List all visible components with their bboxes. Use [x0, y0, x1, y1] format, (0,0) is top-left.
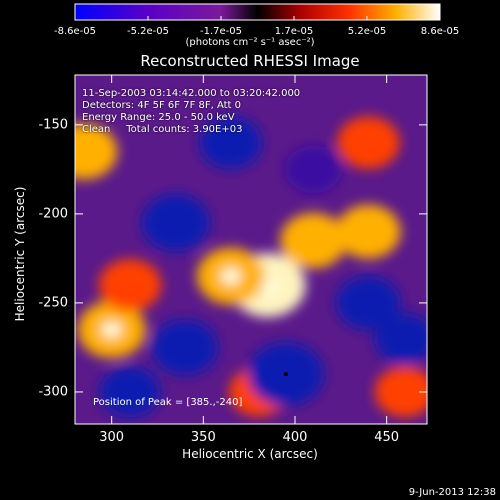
footer-date: 9-Jun-2013 12:38 [408, 487, 496, 498]
x-axis-label: Heliocentric X (arcsec) [182, 447, 318, 461]
info-time-range: 11-Sep-2003 03:14:42.000 to 03:20:42.000 [82, 88, 301, 99]
emission-source [336, 204, 401, 259]
x-tick-label: 450 [374, 430, 400, 445]
negative-region [336, 275, 401, 330]
emission-source [337, 116, 400, 169]
emission-source [374, 366, 427, 418]
emission-source [98, 258, 162, 312]
negative-region [99, 366, 161, 418]
chart-title: Reconstructed RHESSI Image [140, 52, 360, 70]
axis-ticks [75, 75, 427, 424]
emission-source [280, 212, 347, 269]
colorbar-tick-label: -5.2e-05 [127, 26, 169, 37]
negative-region [141, 194, 210, 252]
y-tick-label: -250 [38, 295, 68, 311]
plot-frame [74, 74, 428, 425]
info-total-counts: Clean Total counts: 3.90E+03 [82, 124, 243, 135]
negative-region [199, 116, 263, 169]
info-energy-range: Energy Range: 25.0 - 50.0 keV [82, 112, 235, 123]
colorbar [74, 3, 441, 21]
y-axis-label: Heliocentric Y (arcsec) [13, 186, 27, 322]
negative-region [151, 319, 219, 376]
colorbar-tick-label: -8.6e-05 [54, 26, 96, 37]
colorbar-tick-label: 1.7e-05 [274, 26, 314, 37]
y-tick-label: -150 [38, 117, 68, 133]
y-tick-label: -200 [38, 206, 68, 222]
heatmap [75, 75, 427, 424]
peak-position: Position of Peak = [385.,-240] [93, 397, 243, 408]
x-tick-label: 300 [99, 430, 125, 445]
colorbar-tick-label: 5.2e-05 [347, 26, 387, 37]
peak-marker [283, 372, 288, 377]
negative-region [284, 145, 342, 194]
x-tick-label: 400 [282, 430, 308, 445]
negative-region [374, 313, 427, 364]
colorbar-tick-label: -1.7e-05 [200, 26, 242, 37]
emission-core [101, 321, 122, 338]
info-detectors: Detectors: 4F 5F 6F 7F 8F, Att 0 [82, 100, 242, 111]
y-tick-label: -300 [38, 384, 68, 400]
emission-core [220, 268, 241, 285]
colorbar-units: (photons cm⁻² s⁻¹ asec⁻²) [185, 37, 315, 48]
colorbar-tick-label: 8.6e-05 [420, 26, 460, 37]
emission-source [75, 123, 118, 180]
x-tick-label: 350 [190, 430, 216, 445]
colorbar-ticks [74, 16, 441, 20]
